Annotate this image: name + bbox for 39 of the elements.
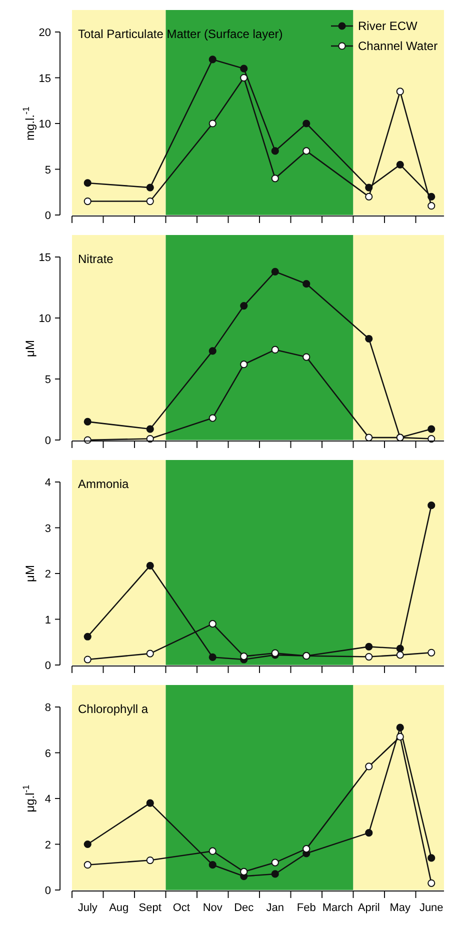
x-tick-label: Aug: [109, 902, 129, 914]
x-tick-label: Oct: [172, 902, 190, 914]
x-tick-label: Nov: [202, 902, 223, 914]
y-tick-label: 4: [44, 477, 51, 489]
x-tick-label: Jan: [266, 902, 284, 914]
x-tick-label: Dec: [234, 902, 254, 914]
x-tick-label: April: [358, 902, 380, 914]
y-tick-label: 10: [38, 313, 51, 325]
y-tick-label: 0: [44, 885, 51, 897]
y-tick-label: 2: [44, 568, 51, 580]
y-tick-label: 15: [38, 252, 51, 264]
y-tick-label: 2: [44, 839, 51, 852]
x-tick-label: July: [78, 902, 98, 914]
y-axis-title: μM: [23, 565, 37, 582]
y-axis-title: μM: [23, 340, 37, 357]
y-tick-label: 8: [44, 702, 51, 714]
y-tick-label: 6: [44, 748, 51, 760]
chart-title: Ammonia: [78, 477, 130, 491]
y-tick-label: 0: [44, 435, 51, 447]
legend-label: Channel Water: [358, 39, 438, 53]
legend-label: River ECW: [358, 19, 418, 33]
y-tick-label: 0: [44, 210, 51, 222]
chart-title: Nitrate: [78, 252, 114, 266]
y-tick-label: 1: [44, 614, 51, 626]
y-tick-label: 10: [38, 118, 51, 130]
y-tick-label: 3: [44, 522, 51, 535]
x-tick-label: Feb: [296, 902, 316, 914]
y-tick-label: 15: [38, 72, 51, 85]
x-tick-label: June: [419, 902, 444, 914]
x-tick-label: Sept: [138, 902, 162, 914]
x-tick-label: May: [390, 902, 412, 914]
x-tick-label: March: [322, 902, 353, 914]
y-tick-label: 5: [44, 164, 51, 176]
y-tick-label: 4: [44, 794, 51, 806]
y-tick-label: 0: [44, 660, 51, 672]
y-tick-label: 20: [38, 27, 51, 39]
chart-title: Total Particulate Matter (Surface layer): [78, 27, 283, 41]
chart-title: Chlorophyll a: [78, 702, 148, 716]
y-tick-label: 5: [44, 374, 51, 386]
